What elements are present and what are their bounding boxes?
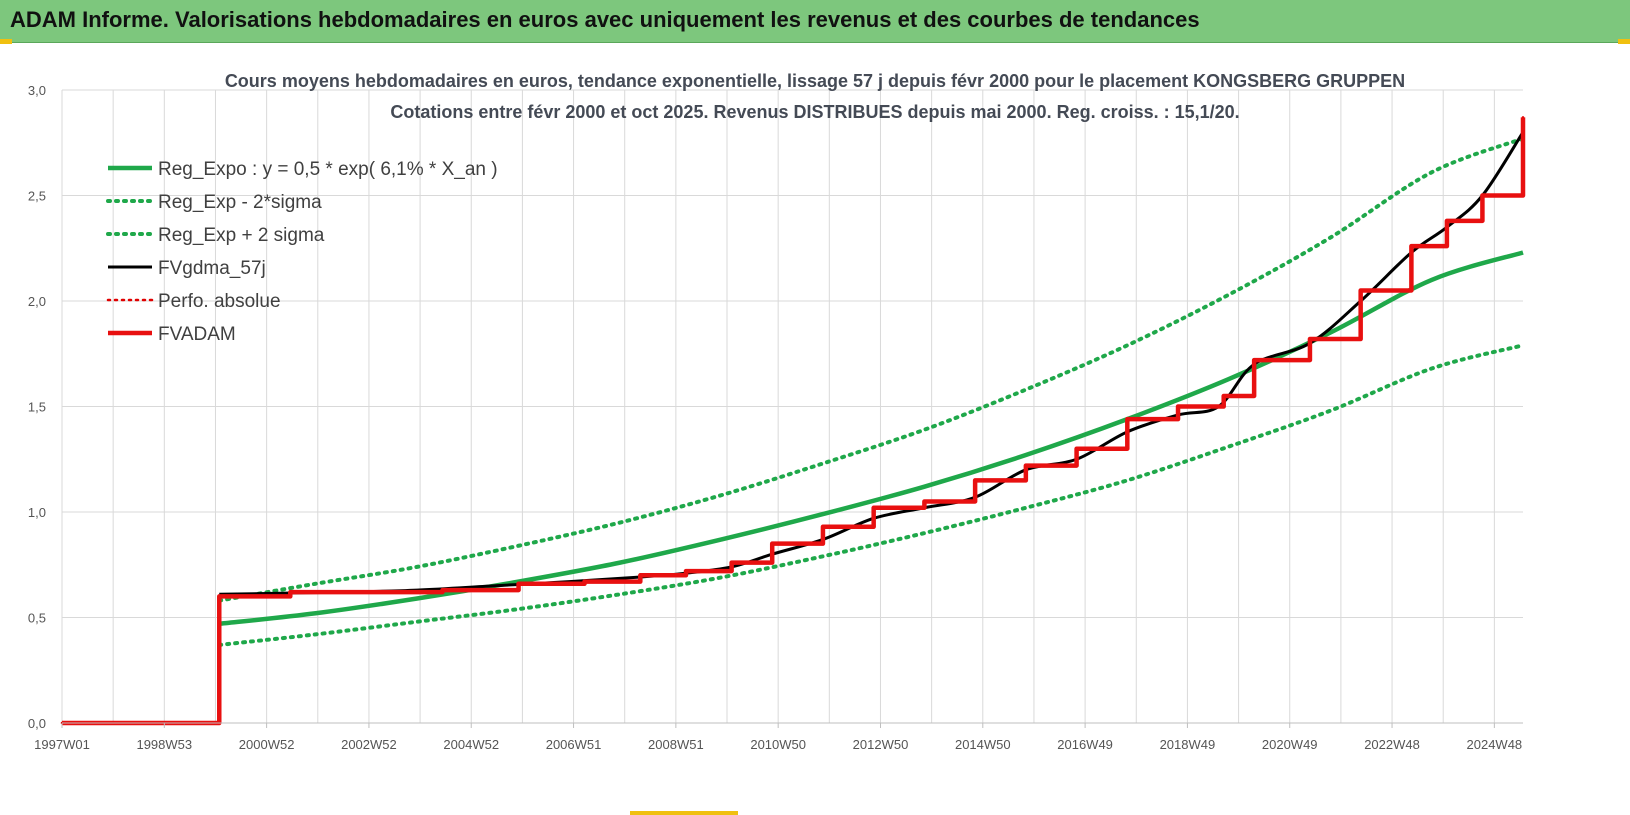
x-tick-label: 2012W50 bbox=[853, 737, 909, 752]
legend-label: Perfo. absolue bbox=[158, 291, 281, 312]
x-tick-label: 2006W51 bbox=[546, 737, 602, 752]
axis-layer: 0,0 0,5 1,0 1,5 2,0 2,5 3,0 1997W01 1998W53 2000W… bbox=[28, 83, 1523, 752]
x-tick-label: 2024W48 bbox=[1467, 737, 1523, 752]
legend-label: Reg_Exp - 2*sigma bbox=[158, 192, 322, 213]
page-title: ADAM Informe. Valorisations hebdomadaire… bbox=[10, 7, 1200, 32]
x-tick-label: 2002W52 bbox=[341, 737, 397, 752]
corner-accent-left bbox=[0, 39, 12, 44]
x-tick-label: 2018W49 bbox=[1160, 737, 1216, 752]
x-tick-label: 2016W49 bbox=[1057, 737, 1113, 752]
corner-accent-right bbox=[1618, 39, 1630, 44]
x-tick-label: 2022W48 bbox=[1364, 737, 1420, 752]
y-tick-label: 1,0 bbox=[28, 505, 46, 520]
chart-title: Cours moyens hebdomadaires en euros, ten… bbox=[225, 71, 1405, 91]
bottom-accent-bar bbox=[630, 811, 738, 815]
series-layer bbox=[60, 116, 1526, 726]
y-tick-label: 1,5 bbox=[28, 400, 46, 415]
grid-layer bbox=[61, 89, 1523, 724]
x-tick-label: 2004W52 bbox=[443, 737, 499, 752]
legend-label: FVADAM bbox=[158, 324, 236, 345]
y-tick-label: 0,5 bbox=[28, 611, 46, 626]
x-tick-label: 2010W50 bbox=[750, 737, 806, 752]
x-tick-label: 2008W51 bbox=[648, 737, 704, 752]
chart-title-group: Cours moyens hebdomadaires en euros, ten… bbox=[225, 71, 1405, 122]
y-tick-label: 0,0 bbox=[28, 716, 46, 731]
header-banner: ADAM Informe. Valorisations hebdomadaire… bbox=[0, 0, 1630, 43]
y-tick-label: 2,5 bbox=[28, 189, 46, 204]
y-tick-label: 2,0 bbox=[28, 294, 46, 309]
series-line-reg-exp-2-sigma bbox=[217, 343, 1525, 647]
chart-subtitle: Cotations entre févr 2000 et oct 2025. R… bbox=[390, 102, 1239, 122]
legend: Reg_Expo : y = 0,5 * exp( 6,1% * X_an ) R… bbox=[106, 159, 498, 345]
legend-label: FVgdma_57j bbox=[158, 258, 266, 279]
y-tick-label: 3,0 bbox=[28, 83, 46, 98]
legend-label: Reg_Expo : y = 0,5 * exp( 6,1% * X_an ) bbox=[158, 159, 498, 180]
x-tick-label: 2020W49 bbox=[1262, 737, 1318, 752]
series-line-reg-exp-2-sigma bbox=[217, 136, 1525, 603]
series-line-fvadam bbox=[62, 117, 1526, 726]
x-tick-label: 1998W53 bbox=[136, 737, 192, 752]
legend-label: Reg_Exp + 2 sigma bbox=[158, 225, 325, 246]
x-tick-label: 1997W01 bbox=[34, 737, 90, 752]
x-tick-label: 2014W50 bbox=[955, 737, 1011, 752]
x-tick-label: 2000W52 bbox=[239, 737, 295, 752]
